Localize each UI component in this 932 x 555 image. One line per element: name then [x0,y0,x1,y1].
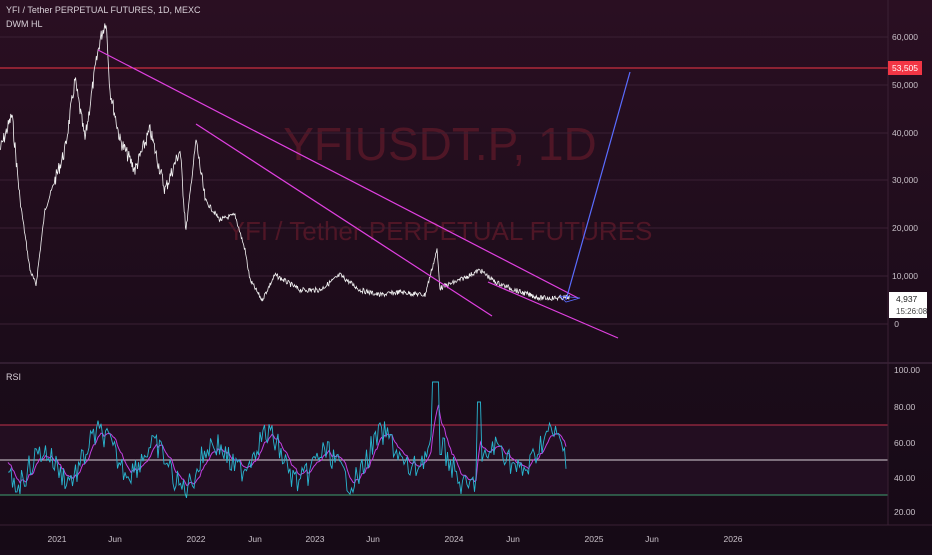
time-label: Jun [645,534,659,544]
time-label: 2022 [187,534,206,544]
projection-line[interactable] [565,71,631,301]
rsi-tick: 80.00 [894,402,916,412]
price-tick: 0 [894,319,899,329]
time-label: Jun [506,534,520,544]
bar-countdown: 15:26:08 [896,307,928,316]
price-tick: 20,000 [892,223,918,233]
time-label: Jun [108,534,122,544]
level-badge-text: 53,505 [892,63,918,73]
trendline-upper[interactable] [97,49,579,299]
watermark-name: YFI / Tether PERPETUAL FUTURES [228,216,653,246]
trendline-middle[interactable] [195,123,493,317]
time-axis[interactable]: 2021 Jun 2022 Jun 2023 Jun 2024 Jun 2025… [48,534,743,544]
rsi-axis[interactable]: 100.00 80.00 60.00 40.00 20.00 [894,365,920,517]
watermark-ticker: YFIUSDT.P, 1D [283,118,597,170]
price-tick: 40,000 [892,128,918,138]
price-tick: 50,000 [892,80,918,90]
rsi-label: RSI [6,372,21,382]
level-badge[interactable] [888,61,922,75]
projection-marker [558,295,581,303]
last-price: 4,937 [896,294,918,304]
rsi-line [7,381,567,499]
indicator-label[interactable]: DWM HL [6,19,43,29]
time-label: 2021 [48,534,67,544]
rsi-tick: 60.00 [894,438,916,448]
price-tick: 60,000 [892,32,918,42]
price-line [0,23,570,302]
rsi-tick: 40.00 [894,473,916,483]
price-tick: 10,000 [892,271,918,281]
rsi-tick: 20.00 [894,507,916,517]
symbol-title[interactable]: YFI / Tether PERPETUAL FUTURES, 1D, MEXC [6,5,201,15]
price-axis[interactable]: 60,000 50,000 40,000 30,000 20,000 10,00… [892,32,918,329]
price-grid [0,36,888,325]
time-label: Jun [366,534,380,544]
rsi-tick: 100.00 [894,365,920,375]
time-label: 2024 [445,534,464,544]
time-label: Jun [248,534,262,544]
trendline-lower[interactable] [487,281,619,339]
last-price-badge[interactable] [889,292,927,318]
time-label: 2025 [585,534,604,544]
time-label: 2026 [724,534,743,544]
time-label: 2023 [306,534,325,544]
price-tick: 30,000 [892,175,918,185]
